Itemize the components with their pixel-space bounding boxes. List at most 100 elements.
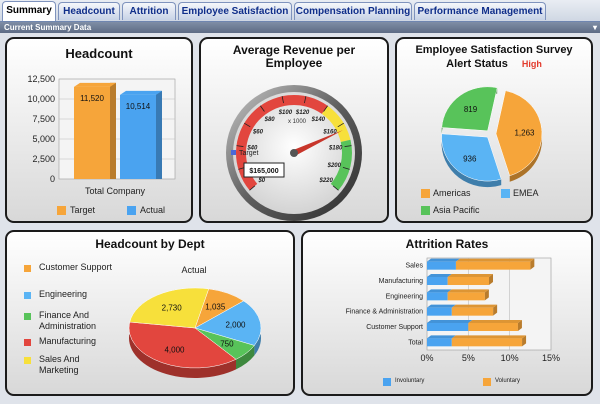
gauge-tick-label: $200 xyxy=(327,163,342,169)
attrition-category-label: Engineering xyxy=(386,293,423,300)
gauge-band-red xyxy=(236,94,328,191)
attrition-plot-area xyxy=(426,257,552,351)
attrition-bar-involuntary xyxy=(427,289,452,301)
gauge-tick xyxy=(236,145,244,147)
tab-employee-satisfaction[interactable]: Employee Satisfaction xyxy=(178,2,292,20)
gauge-tick xyxy=(337,122,344,128)
attrition-category-label: Total xyxy=(408,339,423,346)
legend-emea-label: EMEA xyxy=(513,188,539,198)
dept-chart-label: Actual xyxy=(181,265,206,275)
attrition-bar-voluntary xyxy=(447,289,489,301)
headcount-category-label: Total Company xyxy=(85,186,146,196)
gauge-tick xyxy=(304,96,307,104)
dept-legend-swatch xyxy=(24,265,31,272)
attrition-x-tick: 10% xyxy=(501,353,519,363)
attrition-x-tick: 15% xyxy=(542,353,560,363)
satisfaction-pie-slice xyxy=(441,86,498,132)
gauge-tick-label: $180 xyxy=(328,146,343,152)
headcount-bar-target: 11,520 xyxy=(74,82,116,179)
tab-headcount[interactable]: Headcount xyxy=(58,2,120,20)
attrition-x-tick: 5% xyxy=(462,353,475,363)
headcount-data-label: 10,514 xyxy=(126,102,151,111)
tab-attrition[interactable]: Attrition xyxy=(122,2,176,20)
dept-pie-slice xyxy=(128,321,237,369)
target-marker-icon xyxy=(231,150,236,155)
dept-pie-slice-label: 750 xyxy=(220,340,234,349)
satisfaction-pie-slice-label: 1,263 xyxy=(514,128,535,137)
dept-panel: Headcount by Dept Customer Support Engine… xyxy=(5,230,295,396)
attrition-category-label: Finance & Administration xyxy=(346,309,424,316)
gauge-target-label: Target xyxy=(239,150,259,157)
gauge-tick xyxy=(342,166,350,170)
attrition-panel: Attrition Rates 0% 5% 10% 15% Sales Manufactu… xyxy=(301,230,593,396)
attrition-bar-involuntary xyxy=(427,335,456,347)
headcount-y-tick: 0 xyxy=(50,174,55,184)
legend-swatch-emea xyxy=(501,189,510,198)
gauge-tick xyxy=(323,105,328,112)
satisfaction-title: Employee Satisfaction Survey Alert Statu… xyxy=(397,43,591,71)
dept-legend-label: Customer Support xyxy=(39,262,113,272)
satisfaction-title-line1: Employee Satisfaction Survey xyxy=(415,44,573,56)
tab-performance-management[interactable]: Performance Management xyxy=(414,2,546,20)
satisfaction-pie: 1,263 936 819 xyxy=(441,86,543,188)
legend-actual-label: Actual xyxy=(140,205,166,215)
collapse-icon[interactable]: ▾ xyxy=(592,23,597,32)
gauge-tick-label: $60 xyxy=(252,129,264,135)
gauge-tick-label: $120 xyxy=(295,110,310,116)
dept-legend-swatch xyxy=(24,292,31,299)
gauge-tick-label: $100 xyxy=(278,110,293,116)
headcount-y-tick: 5,000 xyxy=(32,134,55,144)
headcount-title: Headcount xyxy=(65,46,133,61)
gauge-tick-label: $80 xyxy=(264,117,276,123)
gauge-tick-label: $140 xyxy=(311,117,326,123)
legend-asia-pacific-label: Asia Pacific xyxy=(433,205,480,215)
attrition-bar-involuntary xyxy=(427,274,452,285)
headcount-chart: 12,500 10,000 7,500 5,000 2,500 0 11,520 10,51… xyxy=(27,74,176,196)
gauge-tick xyxy=(244,122,251,128)
gauge-tick-label: $160 xyxy=(322,129,337,135)
headcount-data-label: 11,520 xyxy=(80,94,104,103)
satisfaction-pie-slice-label: 819 xyxy=(464,105,478,114)
gauge-tick-label: $220 xyxy=(318,178,333,184)
legend-swatch-actual xyxy=(127,206,136,215)
tab-compensation-planning[interactable]: Compensation Planning xyxy=(294,2,412,20)
attrition-title: Attrition Rates xyxy=(405,237,489,251)
attrition-bar-involuntary xyxy=(427,304,456,316)
dept-legend-label: Manufacturing xyxy=(39,336,97,346)
dept-title: Headcount by Dept xyxy=(95,237,205,251)
revenue-gauge: $0$20$40$60$80$100$120$140$160$180$200$2… xyxy=(226,85,362,221)
dept-pie: Actual 1,035 2,000 750 4,000 2,730 xyxy=(128,265,262,378)
headcount-panel: Headcount 12,500 10,000 7,500 5,000 2,500 0 1… xyxy=(5,37,193,223)
tab-summary[interactable]: Summary xyxy=(2,1,56,21)
headcount-y-tick: 7,500 xyxy=(32,114,55,124)
gauge-tick xyxy=(344,145,352,147)
gauge-multiplier: x 1000 xyxy=(288,119,307,125)
legend-swatch-asia-pacific xyxy=(421,206,430,215)
section-header: Current Summary Data ▾ xyxy=(0,22,600,33)
satisfaction-pie-slice-label: 936 xyxy=(463,154,477,163)
legend-swatch-target xyxy=(57,206,66,215)
revenue-title-line2: Employee xyxy=(265,56,323,70)
section-title: Current Summary Data xyxy=(4,23,92,32)
attrition-bar-voluntary xyxy=(447,274,493,285)
revenue-title: Average Revenue per Employee xyxy=(201,44,387,70)
attrition-chart: 0% 5% 10% 15% Sales Manufacturing Engineering F… xyxy=(346,257,560,363)
dept-pie-slice-label: 1,035 xyxy=(205,302,226,311)
gauge-tick xyxy=(260,105,265,112)
dept-legend-label: Engineering xyxy=(39,289,88,299)
gauge-band-yellow xyxy=(321,105,351,143)
dept-legend-swatch xyxy=(24,357,31,364)
attrition-x-tick: 0% xyxy=(420,353,433,363)
attrition-bar-involuntary xyxy=(427,258,460,270)
gauge-band-green xyxy=(330,139,352,191)
legend-americas-label: Americas xyxy=(433,188,471,198)
dept-pie-slice xyxy=(194,300,262,346)
dept-legend-swatch xyxy=(24,339,31,346)
legend-voluntary-label: Voluntary xyxy=(495,378,521,384)
attrition-bar-voluntary xyxy=(455,258,535,270)
dept-legend-label: Sales And Marketing xyxy=(39,354,80,375)
revenue-title-line1: Average Revenue per xyxy=(232,43,356,57)
dept-legend-swatch xyxy=(24,313,31,320)
headcount-bar-actual: 10,514 xyxy=(120,90,162,179)
alert-status-badge: High xyxy=(521,59,542,69)
